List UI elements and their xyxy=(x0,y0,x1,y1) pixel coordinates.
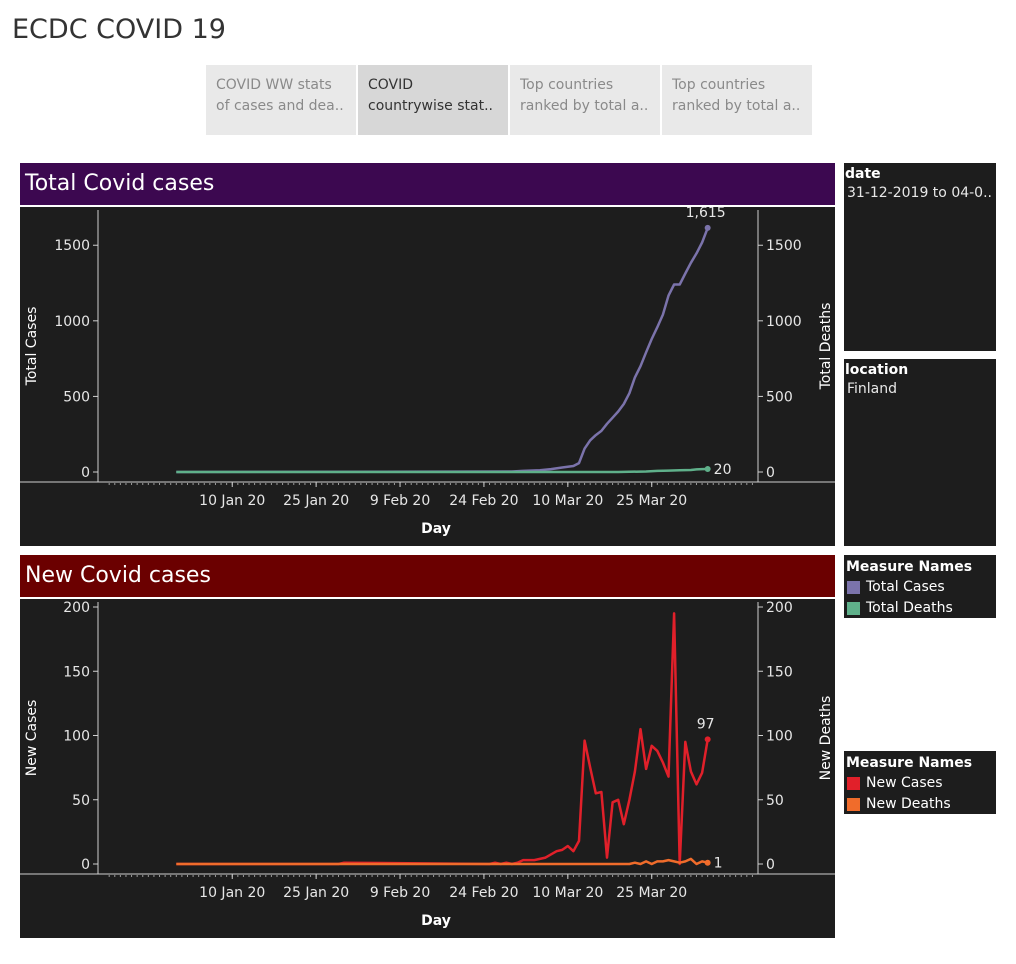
y-tick-label: 0 xyxy=(81,465,90,481)
new-cases-banner: New Covid cases xyxy=(20,555,835,597)
y2-axis-title: New Deaths xyxy=(818,696,834,781)
date-filter-value[interactable]: 31-12-2019 to 04-0.. xyxy=(847,185,992,201)
y2-tick-label: 1500 xyxy=(766,238,802,254)
legend-item-new-cases[interactable]: New Cases xyxy=(844,771,996,792)
x-tick-label: 25 Mar 20 xyxy=(616,493,687,509)
y2-tick-label: 200 xyxy=(766,600,793,616)
series-end-label: 1 xyxy=(714,856,723,872)
x-tick-label: 10 Jan 20 xyxy=(199,885,265,901)
tab-label-line1: Top countries xyxy=(672,77,766,93)
tab-countrywise-stats[interactable]: COVID countrywise stat.. xyxy=(358,65,508,135)
y2-tick-label: 0 xyxy=(766,465,775,481)
y-tick-label: 1500 xyxy=(54,238,90,254)
total-cases-svg: 0 500 1000 1500 0 500 1000 1500 10 Jan 20 25 Jan … xyxy=(20,207,835,537)
y2-tick-label: 500 xyxy=(766,389,793,405)
date-filter-title: date xyxy=(845,166,881,182)
series-end-point xyxy=(704,224,711,231)
legend-item-total-deaths[interactable]: Total Deaths xyxy=(844,596,996,617)
legend-new: Measure Names New Cases New Deaths xyxy=(844,751,996,814)
series-end-label: 20 xyxy=(714,462,732,478)
y-tick-label: 0 xyxy=(81,857,90,873)
legend-item-total-cases[interactable]: Total Cases xyxy=(844,575,996,596)
y-axis-title: New Cases xyxy=(24,700,40,777)
y2-tick-label: 150 xyxy=(766,664,793,680)
location-filter-value[interactable]: Finland xyxy=(847,381,898,397)
total-cases-banner: Total Covid cases xyxy=(20,163,835,205)
legend-item-new-deaths[interactable]: New Deaths xyxy=(844,792,996,813)
y-axis-title: Total Cases xyxy=(24,307,40,387)
x-tick-label: 25 Jan 20 xyxy=(283,493,349,509)
new-cases-svg: 0 50 100 150 200 0 50 100 150 200 10 Jan 20 25 Jan … xyxy=(20,600,835,929)
series-end-label: 1,615 xyxy=(686,207,726,221)
tab-label-line1: COVID xyxy=(368,77,414,93)
tab-ww-stats[interactable]: COVID WW stats of cases and dea.. xyxy=(206,65,356,135)
tab-top-countries-1[interactable]: Top countries ranked by total a.. xyxy=(510,65,660,135)
series-end-point xyxy=(704,465,711,472)
location-filter[interactable]: location Finland xyxy=(844,359,996,546)
tab-label-line1: Top countries xyxy=(520,77,614,93)
x-tick-label: 25 Mar 20 xyxy=(616,885,687,901)
legend-label: Total Deaths xyxy=(866,600,953,616)
x-tick-label: 24 Feb 20 xyxy=(449,493,518,509)
legend-total: Measure Names Total Cases Total Deaths xyxy=(844,555,996,618)
legend-swatch xyxy=(847,601,860,615)
legend-label: New Deaths xyxy=(866,796,951,812)
y2-axis-title: Total Deaths xyxy=(818,303,834,391)
y2-tick-label: 50 xyxy=(766,793,784,809)
series-line-total-cases xyxy=(176,227,709,474)
y2-tick-label: 1000 xyxy=(766,314,802,330)
x-axis-title: Day xyxy=(421,913,451,929)
tab-label-line2: ranked by total a.. xyxy=(520,98,649,114)
legend-label: New Cases xyxy=(866,775,943,791)
legend-swatch xyxy=(847,797,860,811)
new-cases-chart[interactable]: 0 50 100 150 200 0 50 100 150 200 10 Jan 20 25 Jan … xyxy=(20,599,835,938)
tab-label-line2: of cases and dea.. xyxy=(216,98,344,114)
y2-tick-label: 0 xyxy=(766,857,775,873)
y-tick-label: 1000 xyxy=(54,314,90,330)
series-line-new-deaths xyxy=(176,857,708,866)
y-tick-label: 200 xyxy=(63,600,90,616)
x-tick-label: 9 Feb 20 xyxy=(370,885,430,901)
x-tick-label: 24 Feb 20 xyxy=(449,885,518,901)
x-tick-label: 25 Jan 20 xyxy=(283,885,349,901)
total-cases-chart[interactable]: 0 500 1000 1500 0 500 1000 1500 10 Jan 20 25 Jan … xyxy=(20,207,835,546)
tab-label-line1: COVID WW stats xyxy=(216,77,332,93)
page-title: ECDC COVID 19 xyxy=(12,14,226,45)
date-filter[interactable]: date 31-12-2019 to 04-0.. xyxy=(844,163,996,351)
legend-label: Total Cases xyxy=(866,579,945,595)
x-tick-label: 10 Mar 20 xyxy=(532,493,603,509)
y-tick-label: 500 xyxy=(63,389,90,405)
series-line-new-cases xyxy=(176,612,709,866)
y2-tick-label: 100 xyxy=(766,729,793,745)
legend-title: Measure Names xyxy=(846,559,973,575)
dashboard-tabs: COVID WW stats of cases and dea.. COVID … xyxy=(206,65,812,135)
location-filter-title: location xyxy=(845,362,909,378)
y-tick-label: 50 xyxy=(72,793,90,809)
tab-label-line2: countrywise stat.. xyxy=(368,98,493,114)
y-tick-label: 100 xyxy=(63,729,90,745)
series-end-point xyxy=(704,736,711,743)
x-tick-label: 10 Jan 20 xyxy=(199,493,265,509)
legend-title: Measure Names xyxy=(846,755,973,771)
x-tick-label: 9 Feb 20 xyxy=(370,493,430,509)
y-tick-label: 150 xyxy=(63,664,90,680)
series-end-label: 97 xyxy=(697,716,715,732)
legend-swatch xyxy=(847,776,860,790)
x-axis-title: Day xyxy=(421,521,451,537)
series-end-point xyxy=(704,859,711,866)
x-tick-label: 10 Mar 20 xyxy=(532,885,603,901)
series-line-total-deaths xyxy=(176,467,708,474)
legend-swatch xyxy=(847,580,860,594)
tab-label-line2: ranked by total a.. xyxy=(672,98,801,114)
tab-top-countries-2[interactable]: Top countries ranked by total a.. xyxy=(662,65,812,135)
